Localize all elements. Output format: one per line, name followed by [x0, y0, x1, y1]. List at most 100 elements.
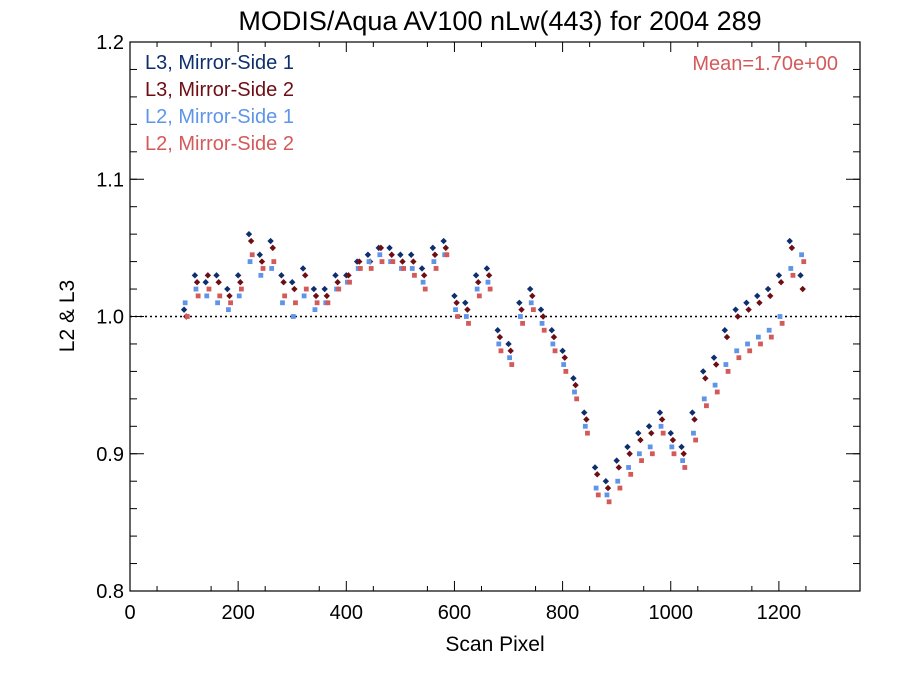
data-point — [594, 471, 601, 478]
axis-ticks: 0 200 400 600 800 1000 1200 0.8 0.9 1.0 1.1 1.2 — [96, 32, 860, 624]
data-points — [180, 230, 807, 505]
y-tick-label: 0.9 — [96, 444, 124, 466]
mean-annotation: Mean=1.70e+00 — [692, 53, 838, 75]
data-point — [487, 286, 493, 292]
data-point — [777, 278, 785, 286]
data-point — [301, 293, 307, 299]
data-point — [658, 423, 664, 429]
data-point — [302, 272, 309, 279]
data-point — [563, 369, 569, 374]
data-point — [271, 259, 277, 264]
data-point — [539, 320, 545, 326]
data-point — [743, 299, 750, 306]
data-point — [736, 355, 742, 361]
data-point — [485, 279, 491, 285]
data-point — [224, 285, 231, 293]
data-point — [433, 266, 439, 271]
data-point — [312, 307, 318, 313]
data-point — [775, 272, 783, 279]
data-point — [585, 430, 590, 436]
data-point — [269, 266, 275, 271]
data-point — [689, 409, 696, 416]
data-point — [734, 313, 741, 320]
data-point — [334, 278, 341, 286]
data-point — [386, 244, 393, 252]
data-point — [758, 341, 763, 347]
data-point — [204, 272, 212, 279]
data-point — [314, 300, 320, 306]
x-tick-label: 400 — [330, 602, 363, 624]
data-point — [647, 444, 653, 450]
data-point — [581, 409, 588, 416]
data-point — [399, 258, 406, 265]
data-point — [267, 237, 274, 245]
data-point — [444, 252, 450, 258]
data-point — [754, 292, 761, 300]
data-point — [474, 286, 480, 292]
data-point — [431, 251, 439, 258]
x-tick-label: 1000 — [648, 602, 693, 624]
data-point — [529, 292, 536, 300]
data-point — [779, 320, 785, 326]
data-point — [475, 278, 482, 286]
data-point — [788, 266, 794, 271]
chart-title: MODIS/Aqua AV100 nLw(443) for 2004 289 — [238, 6, 761, 36]
x-tick-label: 1200 — [757, 602, 802, 624]
data-point — [518, 314, 523, 319]
data-point — [345, 272, 352, 279]
data-point — [217, 293, 223, 299]
data-point — [228, 300, 233, 306]
data-point — [801, 259, 807, 264]
y-tick-label: 1.1 — [96, 169, 124, 191]
data-point — [669, 436, 677, 444]
data-point — [559, 347, 566, 355]
data-point — [645, 423, 653, 430]
data-point — [745, 306, 752, 313]
data-point — [422, 286, 428, 292]
data-point — [591, 464, 599, 471]
data-point — [768, 334, 774, 340]
data-point — [299, 265, 307, 272]
data-point — [293, 300, 298, 306]
data-point — [604, 484, 612, 492]
data-point — [764, 285, 772, 293]
data-point — [799, 252, 804, 258]
data-point — [453, 307, 458, 313]
data-point — [323, 292, 331, 300]
y-tick-label: 1.2 — [96, 32, 124, 54]
y-tick-label: 0.8 — [96, 581, 124, 603]
data-point — [595, 492, 601, 498]
data-point — [714, 389, 720, 395]
data-point — [249, 252, 255, 258]
data-point — [723, 362, 729, 367]
data-point — [582, 423, 588, 429]
data-point — [472, 272, 480, 279]
data-point — [615, 478, 621, 484]
data-point — [247, 259, 253, 264]
data-point — [377, 244, 385, 252]
data-point — [734, 348, 740, 354]
data-point — [572, 381, 579, 389]
data-point — [215, 300, 220, 306]
data-point — [649, 451, 655, 457]
data-point — [537, 306, 545, 313]
data-point — [680, 450, 687, 457]
data-point — [678, 443, 685, 451]
data-point — [648, 429, 655, 437]
data-point — [483, 265, 491, 272]
data-point — [312, 292, 320, 300]
legend: L3, Mirror-Side 1 L3, Mirror-Side 2 L2, Mi… — [145, 52, 294, 155]
data-point — [332, 272, 339, 279]
data-point — [767, 292, 774, 300]
x-tick-label: 200 — [221, 602, 254, 624]
data-point — [310, 285, 318, 293]
data-point — [701, 396, 707, 402]
data-point — [699, 368, 707, 375]
data-point — [191, 272, 199, 279]
data-point — [572, 389, 577, 395]
data-point — [357, 266, 363, 271]
legend-entry: L3, Mirror-Side 2 — [145, 79, 294, 101]
y-axis-label: L2 & L3 — [56, 280, 79, 352]
data-point — [712, 382, 718, 388]
data-point — [213, 272, 220, 279]
